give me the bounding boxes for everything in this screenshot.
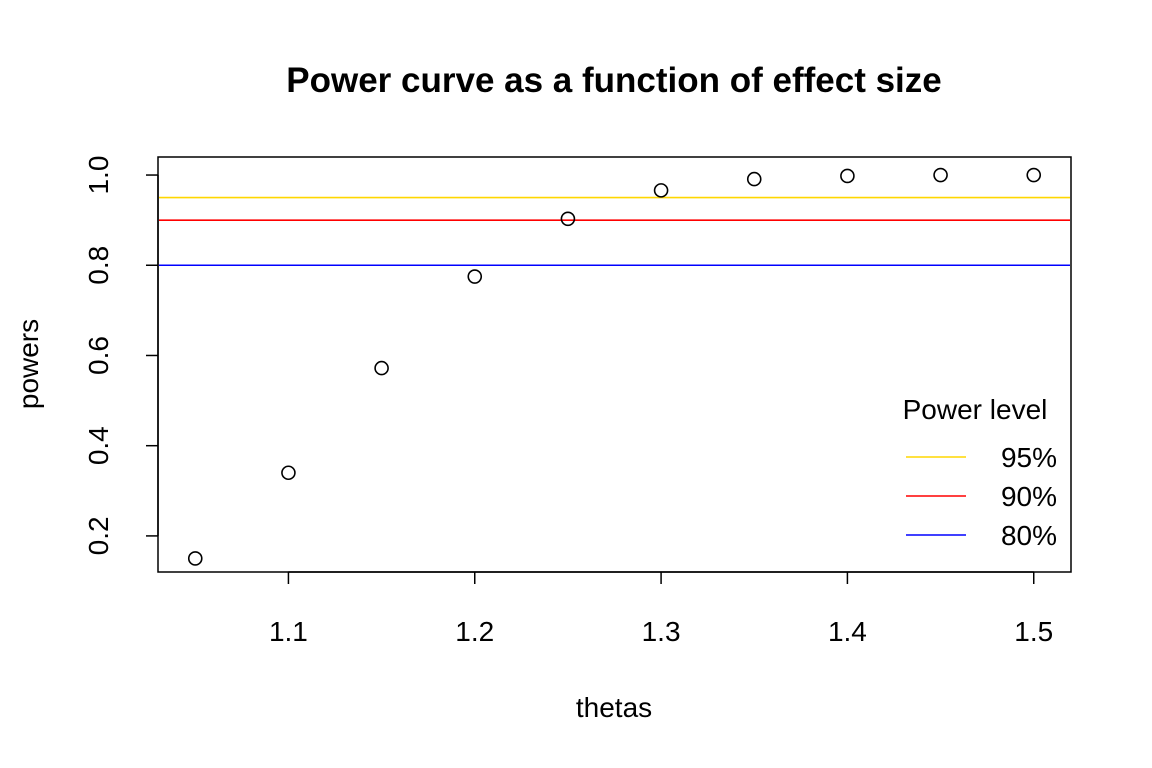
data-point xyxy=(840,168,855,184)
reference-lines xyxy=(159,196,1070,267)
data-point xyxy=(933,167,948,183)
x-tick-label: 1.1 xyxy=(269,616,308,647)
y-tick-label: 1.0 xyxy=(83,156,114,195)
data-points xyxy=(187,167,1042,566)
chart-title: Power curve as a function of effect size xyxy=(286,61,941,100)
legend-label: 80% xyxy=(1001,520,1057,551)
x-axis-label: thetas xyxy=(576,692,652,723)
data-point xyxy=(374,360,389,376)
data-point xyxy=(653,183,669,198)
y-tick-label: 0.2 xyxy=(83,516,114,555)
legend-label: 90% xyxy=(1001,481,1057,512)
x-axis: 1.1 1.2 1.3 1.4 1.5 xyxy=(269,571,1053,647)
data-point xyxy=(1026,167,1042,183)
y-axis-label: powers xyxy=(13,319,44,409)
x-tick-label: 1.5 xyxy=(1014,616,1053,647)
y-tick-label: 0.6 xyxy=(83,336,114,375)
x-tick-label: 1.2 xyxy=(455,616,494,647)
y-tick-label: 0.8 xyxy=(83,246,114,285)
data-point xyxy=(467,269,483,284)
data-point xyxy=(746,171,762,187)
legend-title: Power level xyxy=(903,394,1048,425)
legend: Power level 95% 90% 80% xyxy=(903,394,1057,551)
plot-frame xyxy=(157,156,1072,573)
x-tick-label: 1.4 xyxy=(828,616,867,647)
data-point xyxy=(560,211,576,227)
y-axis: 0.2 0.4 0.6 0.8 1.0 xyxy=(83,156,159,555)
x-tick-label: 1.3 xyxy=(642,616,681,647)
legend-label: 95% xyxy=(1001,442,1057,473)
data-point xyxy=(281,465,296,481)
data-point xyxy=(187,551,203,566)
y-tick-label: 0.4 xyxy=(83,426,114,465)
